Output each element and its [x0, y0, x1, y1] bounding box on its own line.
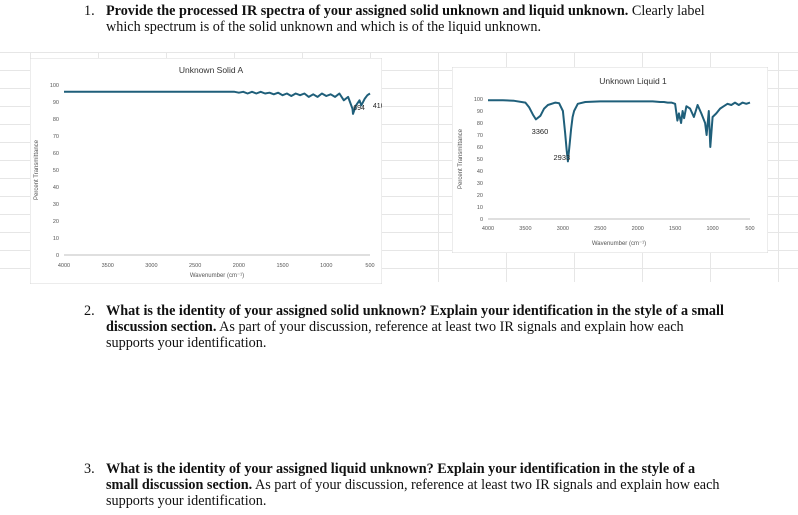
grid-line: [0, 214, 798, 215]
x-tick-label: 1500: [669, 226, 681, 232]
x-tick-label: 3000: [557, 226, 569, 232]
x-tick-label: 2000: [632, 226, 644, 232]
y-axis-label: Percent Transmittance: [458, 128, 464, 189]
peak-label: 3360: [532, 127, 549, 136]
question-2: 2. What is the identity of your assigned…: [84, 303, 724, 355]
question-text: What is the identity of your assigned so…: [106, 303, 724, 351]
y-tick-label: 100: [50, 83, 59, 89]
question-number: 2.: [84, 303, 95, 319]
x-tick-label: 1500: [276, 263, 288, 269]
x-tick-label: 3500: [519, 226, 531, 232]
x-tick-label: 1000: [320, 263, 332, 269]
y-tick-label: 90: [477, 109, 483, 115]
y-tick-label: 30: [53, 202, 59, 208]
grid-line: [0, 268, 798, 269]
y-tick-label: 90: [53, 100, 59, 106]
grid-line: [0, 232, 798, 233]
chart-frame: [452, 67, 768, 253]
x-tick-label: 500: [745, 226, 754, 232]
y-tick-label: 30: [477, 181, 483, 187]
y-tick-label: 20: [477, 193, 483, 199]
x-tick-label: 3000: [145, 263, 157, 269]
x-tick-label: 4000: [482, 226, 494, 232]
grid-line: [438, 52, 439, 282]
grid-line: [0, 52, 798, 53]
x-axis-label: Wavenumber (cm⁻¹): [190, 273, 244, 279]
grid-line: [0, 124, 798, 125]
y-tick-label: 10: [477, 205, 483, 211]
y-tick-label: 100: [474, 97, 483, 103]
y-tick-label: 50: [53, 168, 59, 174]
chart-frame: [30, 58, 382, 284]
grid-line: [0, 178, 798, 179]
peak-label: 2933: [554, 153, 571, 162]
chart-liquid-unknown: Unknown Liquid 1 0 10 20 30 40 50 60 70 80 90 100 40…: [452, 67, 768, 253]
question-text: What is the identity of your assigned li…: [106, 461, 724, 509]
peak-label: 410: [373, 103, 382, 110]
question-bold-text: What is the identity of your assigned so…: [106, 303, 724, 335]
y-tick-label: 80: [477, 121, 483, 127]
question-number: 3.: [84, 461, 95, 477]
y-tick-label: 40: [53, 185, 59, 191]
x-tick-label: 2000: [233, 263, 245, 269]
question-text: Provide the processed IR spectra of your…: [106, 3, 724, 35]
y-tick-label: 70: [477, 133, 483, 139]
x-tick-label: 3500: [102, 263, 114, 269]
question-rest-text: As part of your discussion, reference at…: [106, 319, 684, 351]
x-tick-label: 2500: [189, 263, 201, 269]
x-axis-label: Wavenumber (cm⁻¹): [592, 241, 646, 247]
question-bold-text: What is the identity of your assigned li…: [106, 461, 696, 493]
y-tick-label: 40: [477, 169, 483, 175]
y-tick-label: 0: [480, 217, 483, 223]
chart-title: Unknown Liquid 1: [599, 76, 667, 86]
grid-line: [0, 142, 798, 143]
question-rest-text: Clearly label which spectrum is of the s…: [106, 3, 705, 35]
y-tick-label: 60: [477, 145, 483, 151]
grid-line: [0, 250, 798, 251]
grid-line: [0, 70, 798, 71]
grid-line: [0, 160, 798, 161]
y-tick-label: 0: [56, 253, 59, 259]
x-tick-label: 2500: [594, 226, 606, 232]
grid-line: [778, 52, 779, 282]
grid-line: [0, 106, 798, 107]
y-tick-label: 20: [53, 219, 59, 225]
y-tick-label: 50: [477, 157, 483, 163]
question-1: 1. Provide the processed IR spectra of y…: [84, 3, 724, 37]
chart-title: Unknown Solid A: [179, 65, 244, 75]
x-tick-label: 500: [365, 263, 374, 269]
grid-line: [0, 196, 798, 197]
y-tick-label: 60: [53, 151, 59, 157]
spectrum-line: [488, 99, 751, 163]
y-tick-label: 70: [53, 134, 59, 140]
y-axis-label: Percent Transmittance: [34, 139, 40, 200]
question-rest-text: As part of your discussion, reference at…: [106, 477, 720, 509]
spectrum-line: [64, 90, 371, 115]
x-tick-label: 1000: [706, 226, 718, 232]
question-3: 3. What is the identity of your assigned…: [84, 461, 724, 513]
peak-label: 694: [353, 105, 365, 112]
x-tick-label: 4000: [58, 263, 70, 269]
y-tick-label: 10: [53, 236, 59, 242]
question-number: 1.: [84, 3, 95, 19]
chart-solid-unknown: Unknown Solid A 0 10 20 30 40 50 60 70 80 90 100 400…: [30, 58, 382, 284]
grid-line: [0, 88, 798, 89]
y-tick-label: 80: [53, 117, 59, 123]
question-bold-text: Provide the processed IR spectra of your…: [106, 3, 629, 19]
